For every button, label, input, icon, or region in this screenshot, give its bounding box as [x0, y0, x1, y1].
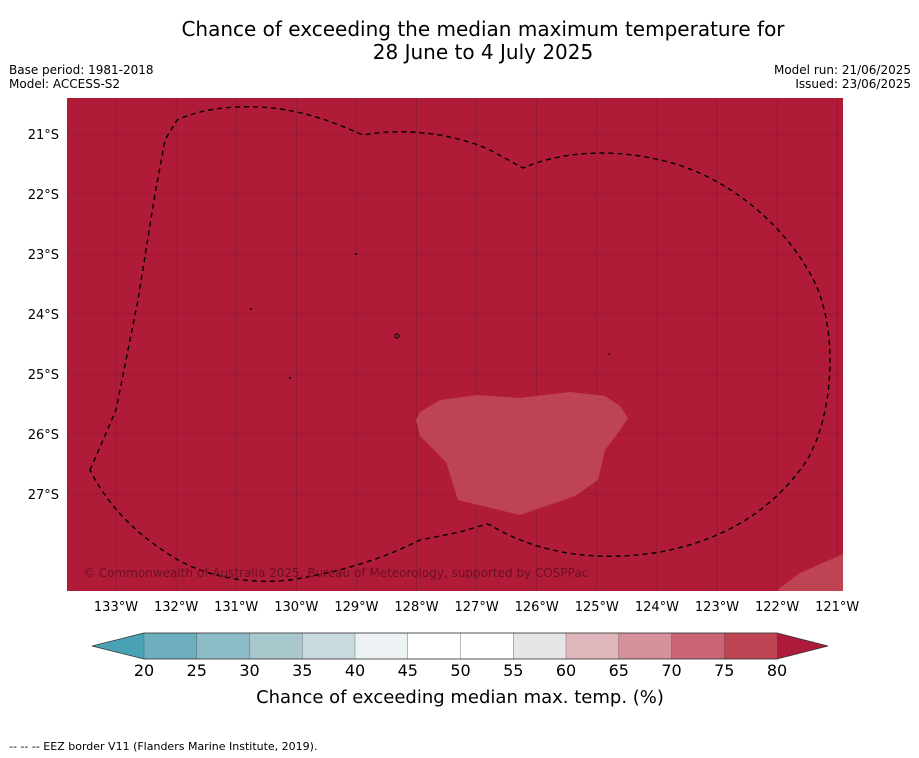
colorbar-tick-label: 30	[239, 661, 259, 680]
longitude-label: 132°W	[154, 600, 198, 615]
longitude-label: 124°W	[635, 600, 679, 615]
copyright-notice: © Commonwealth of Australia 2025, Bureau…	[83, 566, 588, 580]
colorbar-segment	[565, 632, 620, 660]
colorbar-segment	[302, 632, 356, 660]
colorbar-tick-label: 55	[503, 661, 523, 680]
longitude-label: 121°W	[815, 600, 859, 615]
latitude-label: 22°S	[28, 188, 59, 203]
longitude-label: 133°W	[94, 600, 138, 615]
colorbar-tick-label: 45	[398, 661, 418, 680]
title-line-2: 28 June to 4 July 2025	[372, 40, 594, 64]
latitude-label: 23°S	[28, 248, 59, 263]
longitude-label: 125°W	[575, 600, 619, 615]
colorbar-tick-label: 50	[450, 661, 470, 680]
longitude-label: 126°W	[515, 600, 559, 615]
longitude-label: 129°W	[334, 600, 378, 615]
colorbar-tick-label: 40	[345, 661, 365, 680]
colorbar: 20 25 30 35 40 45 50 55 60 65 70 75 80 Chance of exc…	[91, 632, 829, 708]
island-marker	[250, 308, 252, 310]
colorbar-segment	[354, 632, 409, 660]
colorbar-over-arrow	[777, 633, 828, 659]
longitude-label: 127°W	[455, 600, 499, 615]
colorbar-segments	[143, 632, 778, 660]
island-marker	[355, 253, 357, 255]
region-70-75-percent	[416, 392, 628, 515]
colorbar-segment	[671, 632, 725, 660]
colorbar-segment	[724, 632, 778, 660]
issued-date: Issued: 23/06/2025	[795, 77, 911, 91]
model-run: Model run: 21/06/2025	[773, 63, 911, 77]
colorbar-label: Chance of exceeding median max. temp. (%…	[256, 687, 664, 708]
model-name: Model: ACCESS-S2	[9, 77, 121, 91]
longitude-label: 122°W	[755, 600, 799, 615]
chart-title: Chance of exceeding the median maximum t…	[0, 18, 919, 64]
longitude-label: 128°W	[394, 600, 438, 615]
colorbar-under-arrow	[92, 633, 144, 659]
colorbar-tick-label: 65	[609, 661, 629, 680]
latitude-label: 25°S	[28, 368, 59, 383]
colorbar-tick-label: 35	[292, 661, 312, 680]
latitude-label: 21°S	[28, 128, 59, 143]
eez-border	[89, 106, 831, 582]
colorbar-segment	[407, 632, 462, 660]
colorbar-tick-label: 75	[714, 661, 734, 680]
colorbar-tick-label: 70	[661, 661, 681, 680]
colorbar-tick-labels: 20 25 30 35 40 45 50 55 60 65 70 75 80	[134, 661, 787, 680]
colorbar-segment	[196, 632, 251, 660]
longitude-label: 131°W	[214, 600, 258, 615]
meta-right: Model run: 21/06/2025 Issued: 23/06/2025	[774, 63, 911, 91]
colorbar-segment	[513, 632, 567, 660]
colorbar-tick-label: 25	[187, 661, 207, 680]
map-background	[67, 98, 843, 591]
colorbar-outline	[91, 632, 829, 660]
latitude-label: 26°S	[28, 428, 59, 443]
colorbar-tick-label: 80	[767, 661, 787, 680]
colorbar-tick-label: 20	[134, 661, 154, 680]
colorbar-segment	[460, 632, 514, 660]
base-period: Base period: 1981-2018	[9, 63, 154, 77]
longitude-label: 123°W	[695, 600, 739, 615]
longitude-labels: 133°W 132°W 131°W 130°W 129°W 128°W 127°W 126°W…	[94, 600, 860, 615]
colorbar-segment	[618, 632, 673, 660]
colorbar-segment	[143, 632, 198, 660]
island-marker	[608, 353, 610, 355]
colorbar-segment	[249, 632, 303, 660]
latitude-label: 27°S	[28, 488, 59, 503]
island-marker	[289, 377, 291, 379]
region-70-75-percent-corner	[778, 554, 843, 591]
colorbar-tick-label: 60	[556, 661, 576, 680]
longitude-label: 130°W	[274, 600, 318, 615]
latitude-labels: 21°S 22°S 23°S 24°S 25°S 26°S 27°S	[28, 128, 59, 503]
footnote: -- -- -- EEZ border V11 (Flanders Marine…	[9, 740, 318, 753]
graticule	[67, 98, 843, 591]
title-line-1: Chance of exceeding the median maximum t…	[181, 17, 785, 41]
meta-left: Base period: 1981-2018 Model: ACCESS-S2	[9, 63, 154, 91]
latitude-label: 24°S	[28, 308, 59, 323]
island-marker	[394, 333, 400, 339]
